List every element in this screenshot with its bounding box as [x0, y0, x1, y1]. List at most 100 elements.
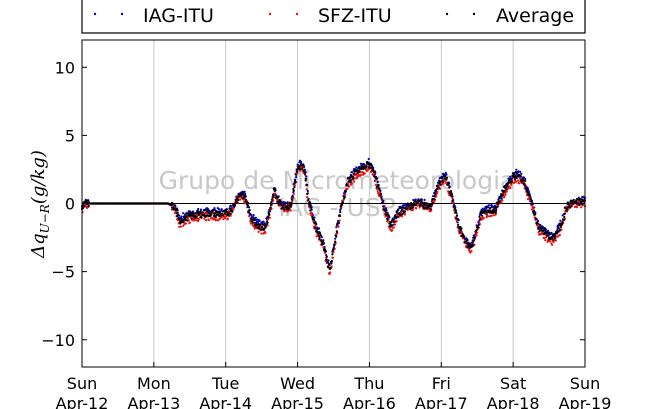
data-point	[274, 192, 277, 195]
data-point	[410, 204, 413, 207]
data-point	[391, 229, 394, 232]
data-point	[475, 234, 478, 237]
data-point	[554, 235, 557, 238]
data-point	[410, 202, 413, 205]
data-point	[477, 223, 480, 226]
data-point	[408, 204, 411, 207]
data-point	[565, 205, 568, 208]
data-point	[424, 207, 427, 210]
data-point	[562, 218, 565, 221]
data-point	[419, 203, 422, 206]
data-point	[303, 172, 307, 175]
data-point	[548, 238, 551, 241]
data-point	[327, 263, 331, 266]
data-point	[284, 201, 287, 204]
data-point	[552, 238, 555, 242]
data-point	[453, 205, 456, 208]
data-point	[220, 212, 223, 216]
data-point	[395, 216, 398, 219]
x-tick-date: Apr-13	[127, 394, 180, 409]
data-point	[325, 255, 328, 258]
data-point	[326, 261, 329, 264]
data-point	[227, 214, 230, 217]
data-point	[214, 219, 217, 222]
data-point	[301, 167, 304, 170]
data-point	[379, 192, 383, 195]
legend: IAG-ITU SFZ-ITU Average	[81, 0, 586, 34]
data-point	[487, 215, 490, 218]
data-point	[308, 204, 311, 207]
data-point	[422, 206, 426, 210]
data-point	[466, 245, 469, 248]
data-point	[460, 227, 463, 230]
data-point	[409, 206, 412, 210]
data-point	[224, 217, 227, 220]
data-point	[329, 266, 332, 269]
data-point	[387, 214, 390, 217]
data-point	[331, 253, 334, 256]
data-point	[293, 186, 296, 189]
data-point	[282, 206, 285, 210]
data-point	[254, 225, 257, 228]
data-point	[234, 198, 237, 201]
data-point	[251, 218, 255, 221]
data-point	[557, 227, 560, 230]
data-point	[476, 231, 479, 234]
data-point	[218, 211, 222, 214]
data-point	[201, 211, 204, 214]
data-point	[183, 216, 186, 219]
data-point	[295, 173, 298, 176]
data-point	[351, 178, 354, 181]
data-point	[262, 220, 265, 223]
data-point	[303, 170, 306, 173]
data-point	[314, 222, 317, 225]
data-point	[550, 243, 554, 246]
x-tick-day: Thu	[353, 374, 384, 393]
data-point	[257, 224, 260, 227]
data-point	[205, 219, 208, 222]
data-point	[524, 177, 527, 181]
data-point	[510, 180, 513, 183]
data-point	[565, 209, 568, 212]
data-point	[246, 204, 250, 207]
data-point	[176, 211, 179, 214]
data-point	[463, 235, 466, 238]
data-series	[80, 157, 587, 276]
data-point	[473, 236, 476, 239]
data-point	[300, 160, 303, 163]
legend-marker-iag-2	[120, 12, 124, 16]
data-point	[452, 201, 455, 204]
legend-label-average: Average	[496, 5, 574, 27]
data-point	[317, 227, 321, 230]
data-point	[281, 204, 284, 207]
data-point	[559, 219, 562, 222]
data-point	[270, 198, 274, 201]
data-point	[346, 184, 349, 187]
data-point	[537, 220, 540, 223]
y-tick-label: 0	[65, 195, 75, 214]
data-point	[572, 198, 575, 202]
data-point	[514, 178, 517, 181]
data-point	[292, 189, 295, 192]
data-point	[449, 190, 452, 193]
data-point	[578, 198, 582, 201]
data-point	[306, 189, 309, 193]
data-point	[396, 216, 399, 219]
data-point	[526, 187, 530, 190]
data-point	[557, 230, 560, 233]
data-point	[492, 208, 495, 211]
data-point	[182, 212, 185, 215]
data-point	[401, 215, 404, 218]
data-point	[219, 216, 222, 220]
legend-marker-sfz-2	[295, 12, 299, 16]
data-point	[330, 260, 333, 263]
data-point	[384, 209, 387, 212]
data-point	[334, 237, 337, 240]
data-point	[467, 242, 470, 245]
data-point	[358, 170, 361, 173]
data-point	[386, 218, 389, 222]
data-point	[334, 240, 337, 244]
data-point	[515, 180, 518, 183]
data-point	[486, 214, 489, 218]
data-point	[355, 174, 358, 177]
